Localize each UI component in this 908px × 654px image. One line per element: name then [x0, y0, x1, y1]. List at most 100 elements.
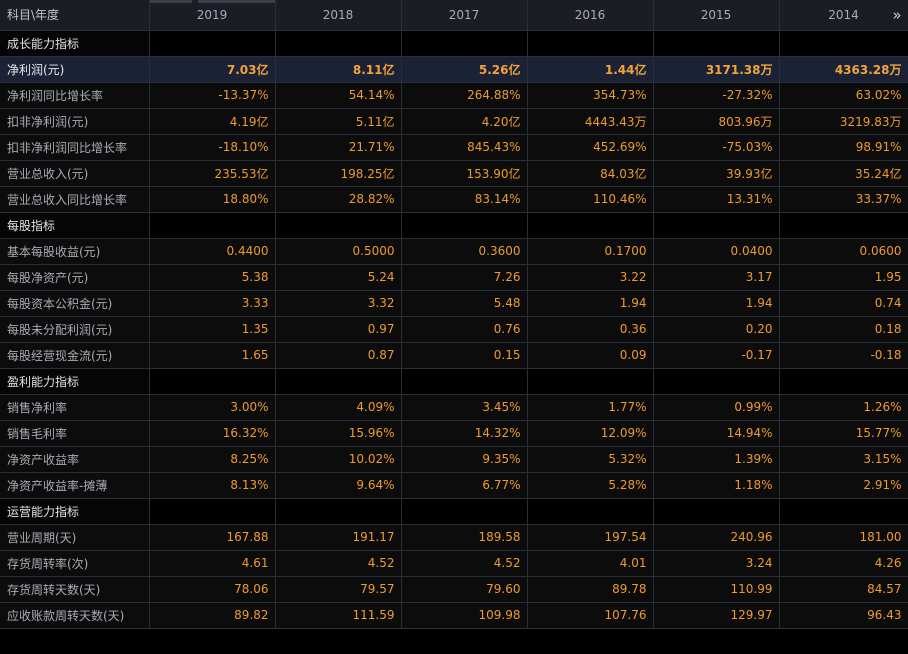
- value-cell: 89.82: [149, 602, 276, 629]
- value-cell: 5.48: [401, 290, 528, 317]
- value-cell: 3219.83万: [779, 108, 908, 135]
- section-blank-cell: [527, 498, 654, 525]
- table-row: 应收账款周转天数(天) 89.82 111.59 109.98 107.76 129.97…: [0, 602, 908, 629]
- section-blank-cell: [149, 368, 276, 395]
- value-cell: 98.91%: [779, 134, 908, 161]
- value-cell: 0.97: [275, 316, 402, 343]
- year-header-2016[interactable]: 2016: [527, 0, 654, 31]
- value-cell: 110.46%: [527, 186, 654, 213]
- header-row: 科目\年度 2019 2018 2017 2016 2015 2014 »: [0, 0, 908, 31]
- value-cell: 8.25%: [149, 446, 276, 473]
- section-blank-cell: [149, 30, 276, 57]
- value-cell: 5.38: [149, 264, 276, 291]
- value-cell: 15.77%: [779, 420, 908, 447]
- row-label: 每股经营现金流(元): [0, 342, 150, 369]
- value-cell: 3.24: [653, 550, 780, 577]
- value-cell: 803.96万: [653, 108, 780, 135]
- row-label: 存货周转天数(天): [0, 576, 150, 603]
- year-header-2017[interactable]: 2017: [401, 0, 528, 31]
- value-cell: 191.17: [275, 524, 402, 551]
- value-cell: 4363.28万: [779, 56, 908, 83]
- value-cell: 7.26: [401, 264, 528, 291]
- table-row: 存货周转率(次) 4.61 4.52 4.52 4.01 3.24 4.26: [0, 550, 908, 577]
- value-cell: 3171.38万: [653, 56, 780, 83]
- section-title: 运营能力指标: [0, 498, 150, 525]
- year-label: 2017: [448, 7, 480, 22]
- value-cell: 240.96: [653, 524, 780, 551]
- value-cell: 18.80%: [149, 186, 276, 213]
- value-cell: 0.5000: [275, 238, 402, 265]
- value-cell: 1.39%: [653, 446, 780, 473]
- value-cell: 354.73%: [527, 82, 654, 109]
- value-cell: 189.58: [401, 524, 528, 551]
- value-cell: 197.54: [527, 524, 654, 551]
- table-row: 销售净利率 3.00% 4.09% 3.45% 1.77% 0.99% 1.26%: [0, 394, 908, 421]
- year-header-2019[interactable]: 2019: [149, 0, 276, 31]
- section-blank-cell: [149, 498, 276, 525]
- row-label: 销售净利率: [0, 394, 150, 421]
- header-label: 科目\年度: [0, 0, 150, 31]
- section-blank-cell: [779, 212, 908, 239]
- value-cell: 4.52: [401, 550, 528, 577]
- section-header-row: 每股指标: [0, 212, 908, 239]
- section-blank-cell: [779, 30, 908, 57]
- value-cell: 33.37%: [779, 186, 908, 213]
- section-blank-cell: [653, 212, 780, 239]
- more-columns-icon[interactable]: »: [892, 6, 902, 24]
- value-cell: 96.43: [779, 602, 908, 629]
- value-cell: 0.99%: [653, 394, 780, 421]
- value-cell: 5.28%: [527, 472, 654, 499]
- section-blank-cell: [527, 368, 654, 395]
- value-cell: 83.14%: [401, 186, 528, 213]
- value-cell: 3.00%: [149, 394, 276, 421]
- value-cell: 5.32%: [527, 446, 654, 473]
- value-cell: 4.19亿: [149, 108, 276, 135]
- table-header: 科目\年度 2019 2018 2017 2016 2015 2014 »: [0, 0, 908, 31]
- row-label: 营业总收入同比增长率: [0, 186, 150, 213]
- section-blank-cell: [653, 30, 780, 57]
- table-row: 扣非净利润同比增长率 -18.10% 21.71% 845.43% 452.69% -75…: [0, 134, 908, 161]
- value-cell: 0.0400: [653, 238, 780, 265]
- value-cell: 0.3600: [401, 238, 528, 265]
- table-row: 营业总收入(元) 235.53亿 198.25亿 153.90亿 84.03亿 39.93…: [0, 160, 908, 187]
- year-header-2015[interactable]: 2015: [653, 0, 780, 31]
- section-header-row: 成长能力指标: [0, 30, 908, 57]
- value-cell: 1.94: [527, 290, 654, 317]
- value-cell: -27.32%: [653, 82, 780, 109]
- row-label: 营业总收入(元): [0, 160, 150, 187]
- value-cell: 79.57: [275, 576, 402, 603]
- section-blank-cell: [275, 30, 402, 57]
- value-cell: 5.26亿: [401, 56, 528, 83]
- value-cell: 109.98: [401, 602, 528, 629]
- year-label: 2014: [828, 7, 859, 22]
- value-cell: 452.69%: [527, 134, 654, 161]
- value-cell: 0.18: [779, 316, 908, 343]
- section-blank-cell: [653, 368, 780, 395]
- value-cell: 79.60: [401, 576, 528, 603]
- value-cell: 107.76: [527, 602, 654, 629]
- value-cell: 21.71%: [275, 134, 402, 161]
- row-label: 净利润(元): [0, 56, 150, 83]
- value-cell: -0.17: [653, 342, 780, 369]
- value-cell: 845.43%: [401, 134, 528, 161]
- value-cell: 89.78: [527, 576, 654, 603]
- year-header-2014[interactable]: 2014 »: [779, 0, 908, 31]
- value-cell: 39.93亿: [653, 160, 780, 187]
- year-label: 2018: [322, 7, 354, 22]
- value-cell: 0.15: [401, 342, 528, 369]
- row-label: 净利润同比增长率: [0, 82, 150, 109]
- value-cell: 0.1700: [527, 238, 654, 265]
- highlighted-table-row: 净利润(元) 7.03亿 8.11亿 5.26亿 1.44亿 3171.38万 4363.2…: [0, 56, 908, 83]
- value-cell: 0.36: [527, 316, 654, 343]
- value-cell: -18.10%: [149, 134, 276, 161]
- value-cell: 167.88: [149, 524, 276, 551]
- value-cell: 12.09%: [527, 420, 654, 447]
- value-cell: 63.02%: [779, 82, 908, 109]
- table-body: 成长能力指标 净利润(元) 7.03亿 8.11亿 5.26亿 1.44亿 3171.38万…: [0, 30, 908, 629]
- value-cell: 0.87: [275, 342, 402, 369]
- value-cell: 235.53亿: [149, 160, 276, 187]
- value-cell: 0.20: [653, 316, 780, 343]
- year-header-2018[interactable]: 2018: [275, 0, 402, 31]
- value-cell: 35.24亿: [779, 160, 908, 187]
- section-blank-cell: [275, 498, 402, 525]
